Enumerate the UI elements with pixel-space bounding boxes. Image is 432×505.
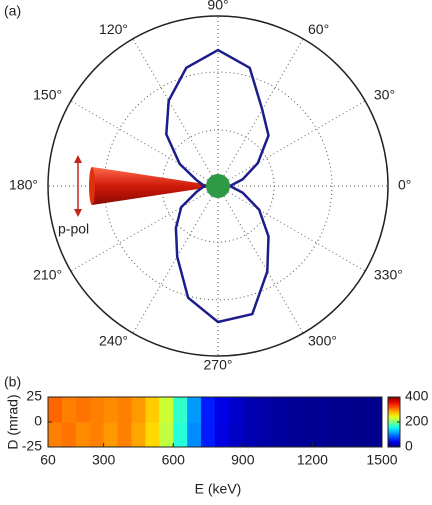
heatmap-cell: [131, 422, 146, 448]
heatmap-cell: [256, 422, 272, 448]
grid-circle: [103, 71, 333, 301]
arrow-head: [74, 155, 82, 163]
theta-tick-label: 30°: [374, 87, 395, 103]
heatmap-cell: [298, 422, 313, 448]
heatmap-cell: [75, 422, 91, 448]
heatmap-cell: [256, 397, 272, 423]
heatmap-cell: [145, 422, 160, 448]
heatmap-cell: [228, 397, 244, 423]
heatmap-cell: [201, 397, 216, 423]
theta-tick-label: 240°: [99, 333, 128, 349]
heatmap-cell: [89, 422, 105, 448]
heatmap-cell: [61, 397, 77, 423]
heatmap-cell: [326, 397, 341, 423]
x-tick-label: 60: [40, 452, 56, 468]
heatmap-cell: [75, 397, 91, 423]
colorbar-tick-label: 0: [405, 438, 413, 454]
heatmap-cell: [298, 397, 313, 423]
grid-line: [132, 38, 219, 187]
grid-line: [70, 100, 219, 187]
heatmap-cell: [326, 422, 341, 448]
panel-label: (b): [4, 374, 21, 390]
theta-tick-label: 150°: [33, 87, 62, 103]
heatmap-cell: [89, 397, 105, 423]
heatmap-cell: [270, 422, 286, 448]
heatmap-cell: [173, 422, 188, 448]
heatmap-cell: [270, 397, 286, 423]
heatmap-cell: [215, 397, 230, 423]
cone: [92, 167, 218, 205]
cone-base: [89, 167, 95, 205]
x-tick-label: 600: [162, 452, 186, 468]
grid-line: [217, 38, 304, 187]
x-tick-label: 900: [231, 452, 255, 468]
heatmap-cell: [242, 422, 258, 448]
arrow-head: [74, 209, 82, 217]
x-axis-label: E (keV): [195, 481, 242, 497]
heatmap-cell: [117, 397, 132, 423]
polar-frame: [47, 15, 389, 357]
grid-line: [217, 185, 304, 334]
x-tick-label: 1500: [366, 452, 397, 468]
heatmap-cell: [159, 422, 174, 448]
y-tick-label: 25: [26, 388, 42, 404]
heatmap-cell: [173, 397, 188, 423]
heatmap-cell: [145, 397, 160, 423]
y-tick-label: 0: [34, 413, 42, 429]
theta-tick-label: 180°: [9, 177, 38, 193]
heatmap-cell: [368, 422, 383, 448]
heatmap-cell: [354, 397, 369, 423]
colorbar-tick-label: 200: [405, 413, 429, 429]
heatmap-cell: [201, 422, 216, 448]
heatmap-cell: [284, 397, 299, 423]
heatmap-cell: [215, 422, 230, 448]
theta-tick-label: 210°: [33, 267, 62, 283]
heatmap-cell: [117, 422, 132, 448]
heatmap-cell: [103, 422, 119, 448]
theta-tick-label: 330°: [374, 267, 403, 283]
heatmap-cell: [131, 397, 146, 423]
annotation: p-pol: [58, 221, 89, 237]
heatmap-cell: [340, 397, 355, 423]
polar-line: [165, 48, 270, 324]
theta-tick-label: 300°: [308, 333, 337, 349]
heatmap-cell: [159, 397, 174, 423]
theta-tick-label: 0°: [398, 177, 411, 193]
heatmap-cell: [48, 422, 63, 448]
heatmap-cell: [103, 397, 119, 423]
heatmap-cell: [228, 422, 244, 448]
grid-line: [70, 185, 219, 272]
heatmap-cell: [340, 422, 355, 448]
theta-tick-label: 270°: [204, 357, 233, 373]
theta-tick-label: 60°: [308, 21, 329, 37]
panel-label: (a): [4, 3, 21, 19]
theta-tick-label: 90°: [207, 0, 228, 13]
laser-cone: [74, 155, 218, 217]
heatmap-cell: [312, 397, 327, 423]
grid-line: [217, 100, 366, 187]
y-axis-label: D (mrad): [5, 394, 21, 449]
y-tick-label: -25: [22, 438, 42, 454]
grid-line: [132, 185, 219, 334]
heatmap-cell: [48, 397, 63, 423]
colorbar-tick-label: 400: [405, 388, 429, 404]
heatmap-cell: [187, 422, 202, 448]
target: [206, 174, 230, 198]
heatmap-cell: [284, 422, 299, 448]
heatmap-cell: [61, 422, 77, 448]
theta-tick-label: 120°: [99, 21, 128, 37]
heatmap-cell: [312, 422, 327, 448]
heatmap-cell: [354, 422, 369, 448]
heatmap-cell: [368, 397, 383, 423]
heatmap-cell: [242, 397, 258, 423]
grid-line: [217, 185, 366, 272]
x-tick-label: 300: [92, 452, 116, 468]
heatmap-cell: [187, 397, 202, 423]
x-tick-label: 1200: [297, 452, 328, 468]
